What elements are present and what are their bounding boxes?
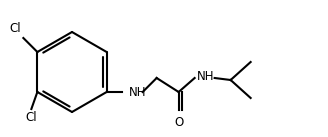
Text: NH: NH	[197, 71, 214, 83]
Text: NH: NH	[129, 85, 146, 99]
Text: Cl: Cl	[26, 111, 37, 124]
Text: Cl: Cl	[10, 22, 21, 35]
Text: O: O	[174, 116, 183, 129]
